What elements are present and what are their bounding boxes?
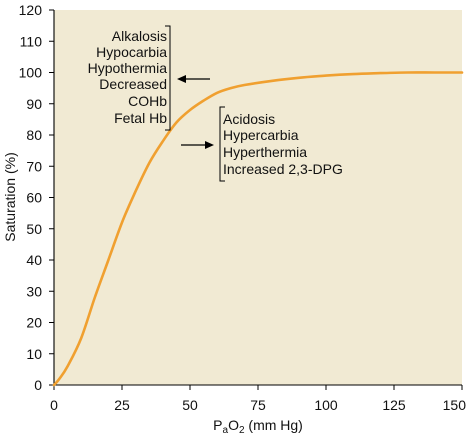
x-axis-ticks: 0 25 50 75 100 125 150 xyxy=(50,385,466,413)
left-shift-item: Decreased xyxy=(99,76,167,92)
left-shift-item: Alkalosis xyxy=(112,28,167,44)
right-shift-item: Acidosis xyxy=(223,111,275,127)
x-tick-label: 75 xyxy=(250,397,266,413)
x-title-o: O xyxy=(228,417,239,433)
saturation-curve xyxy=(52,71,464,387)
x-title-p: P xyxy=(213,417,222,433)
y-tick-label: 40 xyxy=(26,252,42,268)
y-tick-label: 10 xyxy=(26,346,42,362)
y-tick-label: 70 xyxy=(26,158,42,174)
y-tick-label: 90 xyxy=(26,96,42,112)
x-tick-label: 25 xyxy=(114,397,130,413)
y-tick-label: 60 xyxy=(26,190,42,206)
left-shift-annotation: Alkalosis Hypocarbia Hypothermia Decreas… xyxy=(88,25,210,131)
left-shift-item: Hypothermia xyxy=(88,60,168,76)
y-tick-label: 30 xyxy=(26,283,42,299)
y-axis-ticks: 0 10 20 30 40 50 60 70 80 90 100 110 120 xyxy=(19,2,54,393)
left-shift-bracket xyxy=(165,25,171,131)
left-shift-item: COHb xyxy=(128,93,167,109)
y-tick-label: 80 xyxy=(26,127,42,143)
right-arrow-icon xyxy=(205,141,214,149)
left-arrow-icon xyxy=(177,75,186,83)
y-tick-label: 100 xyxy=(19,65,43,81)
x-tick-label: 125 xyxy=(382,397,406,413)
right-shift-item: Increased 2,3-DPG xyxy=(223,161,343,177)
right-shift-item: Hyperthermia xyxy=(223,144,307,160)
y-tick-label: 20 xyxy=(26,315,42,331)
right-shift-annotation: Acidosis Hypercarbia Hyperthermia Increa… xyxy=(181,106,343,182)
x-title-unit: (mm Hg) xyxy=(245,417,303,433)
y-tick-label: 50 xyxy=(26,221,42,237)
x-tick-label: 50 xyxy=(182,397,198,413)
left-shift-item: Hypocarbia xyxy=(96,44,167,60)
left-shift-item: Fetal Hb xyxy=(114,110,167,126)
x-title-sub-2: 2 xyxy=(239,425,245,436)
y-tick-label: 110 xyxy=(20,33,43,49)
x-tick-label: 150 xyxy=(443,397,467,413)
x-axis-title: PaO2 (mm Hg) xyxy=(213,417,303,436)
y-tick-label: 120 xyxy=(19,2,43,18)
right-shift-bracket xyxy=(219,106,225,182)
x-title-sub-a: a xyxy=(223,425,229,436)
right-shift-item: Hypercarbia xyxy=(223,127,299,143)
y-axis-title: Saturation (%) xyxy=(2,152,18,241)
y-tick-label: 0 xyxy=(34,377,42,393)
x-tick-label: 0 xyxy=(50,397,58,413)
x-tick-label: 100 xyxy=(314,397,338,413)
